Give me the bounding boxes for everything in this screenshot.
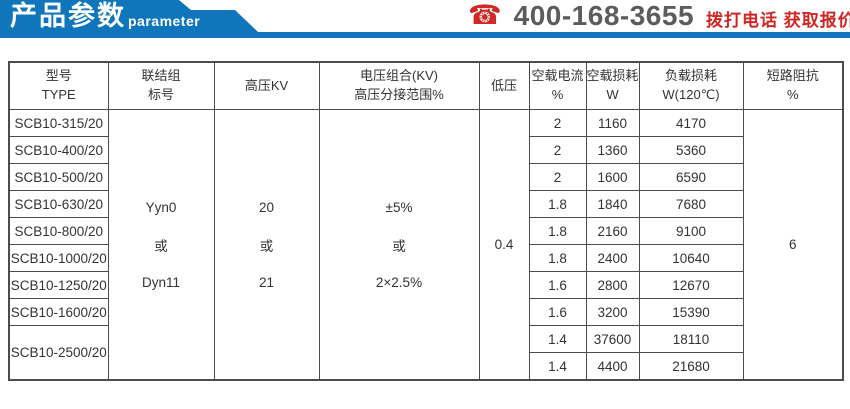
cell-no-load-loss: 3200: [585, 298, 640, 326]
cell-no-load-current: 1.4: [528, 352, 587, 381]
cell-no-load-loss: 2400: [585, 244, 640, 272]
col-header-model: 型号 TYPE: [8, 61, 109, 110]
cell-no-load-current: 1.8: [528, 217, 587, 245]
table-row: SCB10-1250/20 1.6 2800 12670: [8, 271, 843, 299]
col-header-no-load-current: 空载电流 %: [528, 61, 587, 110]
call-cta-text: 拨打电话 获取报价!: [706, 10, 850, 30]
table-row: SCB10-630/20 1.8 1840 7680: [8, 190, 843, 218]
contact-bar: ☎ 400-168-3655 拨打电话 获取报价!: [468, 0, 850, 32]
cell-no-load-current: 1.8: [528, 190, 587, 218]
section-banner: 产品参数 parameter ☎ 400-168-3655 拨打电话 获取报价!: [0, 0, 850, 40]
cell-no-load-current: 1.4: [528, 325, 587, 353]
cell-model: SCB10-800/20: [8, 217, 109, 245]
col-header-no-load-loss: 空载损耗 W: [585, 61, 640, 110]
table-row: SCB10-400/20 2 1360 5360: [8, 136, 843, 164]
cell-no-load-loss: 2800: [585, 271, 640, 299]
cell-model: SCB10-315/20: [8, 109, 109, 137]
cell-load-loss: 4170: [638, 109, 744, 137]
banner-ribbon-shape: [0, 0, 850, 38]
cell-no-load-current: 1.6: [528, 298, 587, 326]
cell-load-loss: 12670: [638, 271, 744, 299]
cell-no-load-loss: 2160: [585, 217, 640, 245]
phone-icon: ☎: [468, 0, 502, 30]
cell-no-load-loss: 1840: [585, 190, 640, 218]
table-row: SCB10-500/20 2 1600 6590: [8, 163, 843, 191]
cell-low-voltage: 0.4: [478, 109, 530, 381]
cell-model: SCB10-2500/20: [8, 325, 109, 381]
cell-load-loss: 10640: [638, 244, 744, 272]
cell-no-load-loss: 37600: [585, 325, 640, 353]
cell-load-loss: 9100: [638, 217, 744, 245]
table-row: SCB10-315/20 Yyn0 或 Dyn11 20 或 21 ±5% 或: [8, 109, 844, 381]
cell-model: SCB10-400/20: [8, 136, 109, 164]
cell-no-load-current: 2: [528, 136, 587, 164]
cell-no-load-current: 2: [528, 163, 587, 191]
cell-load-loss: 5360: [638, 136, 744, 164]
cell-no-load-loss: 1360: [585, 136, 640, 164]
col-header-impedance: 短路阻抗 %: [742, 61, 844, 110]
cell-voltage-combo: ±5% 或 2×2.5%: [318, 109, 480, 381]
col-header-high-voltage: 高压KV: [213, 61, 320, 110]
cell-model: SCB10-630/20: [8, 190, 109, 218]
cell-no-load-current: 1.6: [528, 271, 587, 299]
cell-load-loss: 21680: [638, 352, 744, 381]
table-row: SCB10-1000/20 1.8 2400 10640: [8, 244, 843, 272]
cell-impedance: 6: [742, 109, 844, 381]
col-header-low-voltage: 低压: [478, 61, 530, 110]
table-row: SCB10-800/20 1.8 2160 9100: [8, 217, 843, 245]
cell-connection-group: Yyn0 或 Dyn11: [107, 109, 215, 381]
page-title: 产品参数: [10, 1, 126, 31]
cell-model: SCB10-1250/20: [8, 271, 109, 299]
page-subtitle: parameter: [128, 13, 201, 29]
header-row: 型号 TYPE 联结组 标号 高压KV 电压组合(KV) 高压分接范围% 低压 …: [8, 61, 844, 110]
cell-model: SCB10-1000/20: [8, 244, 109, 272]
col-header-connection: 联结组 标号: [107, 61, 215, 110]
phone-number: 400-168-3655: [513, 0, 695, 31]
cell-model: SCB10-500/20: [8, 163, 109, 191]
parameters-table: 型号 TYPE 联结组 标号 高压KV 电压组合(KV) 高压分接范围% 低压 …: [8, 61, 844, 381]
cell-no-load-current: 1.8: [528, 244, 587, 272]
cell-no-load-current: 2: [528, 109, 587, 137]
cell-model: SCB10-1600/20: [8, 298, 109, 326]
cell-load-loss: 18110: [638, 325, 744, 353]
col-header-voltage-combo: 电压组合(KV) 高压分接范围%: [318, 61, 480, 110]
table-row: SCB10-2500/20 1.4 37600 18110: [8, 325, 843, 381]
cell-high-voltage: 20 或 21: [213, 109, 320, 381]
cell-load-loss: 7680: [638, 190, 744, 218]
cell-no-load-loss: 1600: [585, 163, 640, 191]
table-row: 1.4 4400 21680: [9, 352, 843, 381]
cell-no-load-loss: 4400: [585, 352, 640, 381]
col-header-load-loss: 负载损耗 W(120℃): [638, 61, 744, 110]
cell-no-load-loss: 1160: [585, 109, 640, 137]
cell-load-loss: 15390: [638, 298, 744, 326]
cell-load-loss: 6590: [638, 163, 744, 191]
